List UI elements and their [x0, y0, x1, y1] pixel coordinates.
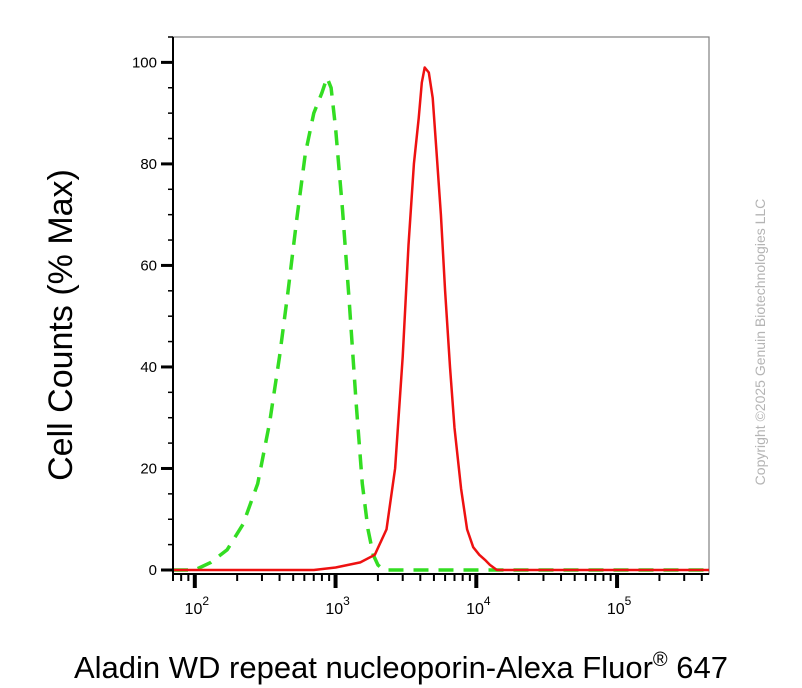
x-axis-title: Aladin WD repeat nucleoporin-Alexa Fluor…	[74, 649, 728, 685]
y-tick-label: 20	[140, 460, 157, 477]
y-axis-title: Cell Counts (% Max)	[42, 169, 80, 481]
copyright-watermark: Copyright ©2025 Genuin Biotechnologies L…	[752, 199, 768, 486]
series-line-1	[173, 75, 709, 572]
x-tick-base: 10	[325, 601, 343, 618]
x-tick-label: 104	[466, 594, 491, 618]
y-tick-label: 0	[149, 562, 157, 579]
x-axis-title-main: Aladin WD repeat nucleoporin-Alexa Fluor	[74, 650, 653, 685]
y-tick-label: 40	[140, 359, 157, 376]
x-tick-exponent: 3	[343, 594, 350, 608]
y-tick-label: 80	[140, 156, 157, 173]
y-axis: 0 20 40 60 80 100	[132, 36, 174, 579]
x-axis-title-sup: ®	[653, 649, 668, 671]
y-tick-label: 60	[140, 257, 157, 274]
x-axis-title-tail: 647	[668, 650, 728, 685]
x-tick-label: 102	[185, 594, 210, 618]
x-tick-label: 105	[607, 594, 632, 618]
x-tick-exponent: 5	[625, 594, 632, 608]
x-tick-base: 10	[607, 601, 625, 618]
x-tick-label: 103	[325, 594, 350, 618]
series-line-2	[173, 66, 709, 572]
x-tick-base: 10	[185, 601, 203, 618]
x-tick-base: 10	[466, 601, 484, 618]
x-tick-exponent: 2	[202, 594, 209, 608]
x-tick-exponent: 4	[484, 594, 491, 608]
x-axis: 102 103 104 105	[172, 573, 709, 618]
y-tick-label: 100	[132, 54, 157, 71]
